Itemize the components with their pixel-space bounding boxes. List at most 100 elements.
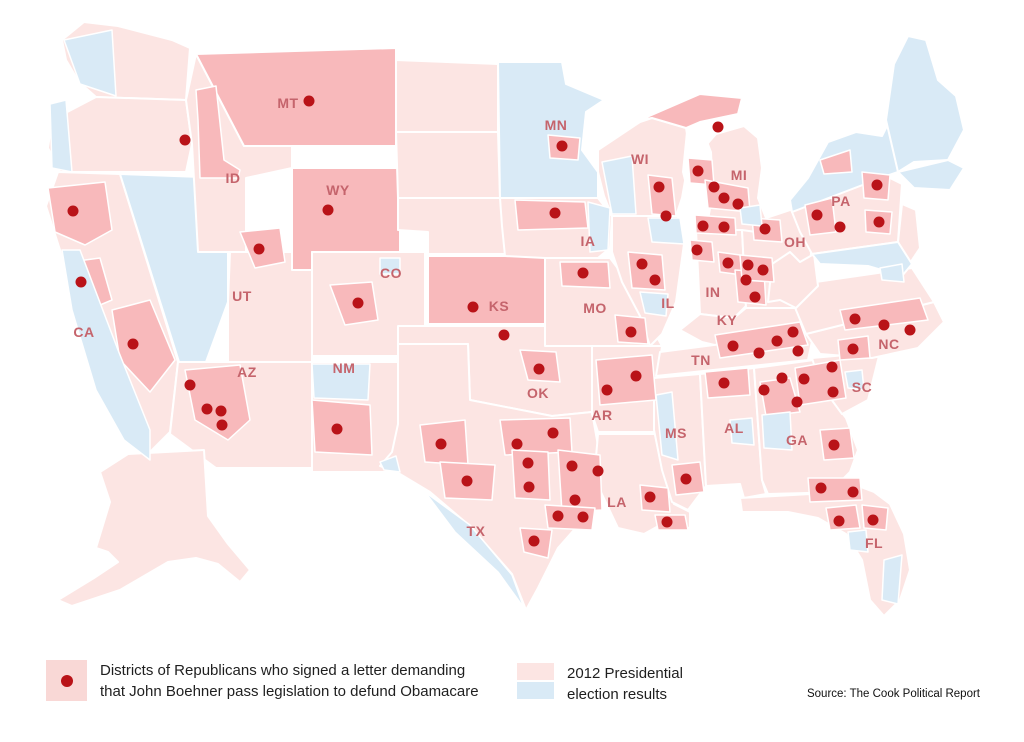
state-label-ks: KS xyxy=(489,298,509,314)
state-label-fl: FL xyxy=(865,535,883,551)
source-credit: Source: The Cook Political Report xyxy=(806,688,980,700)
state-label-ar: AR xyxy=(591,407,612,423)
district-dot-icon xyxy=(60,674,73,687)
district-dot xyxy=(644,491,656,503)
district-dot xyxy=(549,207,561,219)
district-dot xyxy=(523,481,535,493)
district-dot xyxy=(776,372,788,384)
district-dot xyxy=(771,335,783,347)
legend-results-text: 2012 Presidential election results xyxy=(567,663,683,705)
state-label-ms: MS xyxy=(665,425,687,441)
state-label-wi: WI xyxy=(631,151,649,167)
state-label-mi: MI xyxy=(731,167,748,183)
state-label-in: IN xyxy=(706,284,721,300)
state-label-wy: WY xyxy=(326,182,350,198)
district-dot xyxy=(740,274,752,286)
district-dot xyxy=(184,379,196,391)
state-label-ca: CA xyxy=(73,324,94,340)
legend-district-swatch xyxy=(46,660,87,701)
district-dot xyxy=(303,95,315,107)
state-label-mn: MN xyxy=(545,117,568,133)
district-dot xyxy=(547,427,559,439)
district-dot xyxy=(577,511,589,523)
state-label-co: CO xyxy=(380,265,402,281)
district-dot xyxy=(811,209,823,221)
district-dot xyxy=(712,121,724,133)
district-dot xyxy=(556,140,568,152)
district-dot xyxy=(625,326,637,338)
district-dot xyxy=(577,267,589,279)
district-dot xyxy=(435,438,447,450)
choropleth-map-svg: MT ID WY UT CA AZ NM CO KS OK TX MN WI IA MO IL IN MI OH KY… xyxy=(45,21,965,617)
state-label-az: AZ xyxy=(237,364,257,380)
state-label-mt: MT xyxy=(277,95,298,111)
legend-results-line2: election results xyxy=(567,686,668,703)
district-dot xyxy=(566,460,578,472)
district-dot xyxy=(749,291,761,303)
state-label-ut: UT xyxy=(232,288,252,304)
district-dot xyxy=(727,340,739,352)
district-dot xyxy=(322,204,334,216)
district-dot xyxy=(533,363,545,375)
state-label-nc: NC xyxy=(878,336,899,352)
legend-signers-text: Districts of Republicans who signed a le… xyxy=(100,660,479,702)
district-dot xyxy=(753,347,765,359)
district-dot xyxy=(828,439,840,451)
district-dot xyxy=(215,405,227,417)
district-dot xyxy=(511,438,523,450)
state-label-ky: KY xyxy=(717,312,738,328)
district-dot xyxy=(75,276,87,288)
district-dot xyxy=(758,384,770,396)
district-dot xyxy=(592,465,604,477)
district-dot xyxy=(697,220,709,232)
district-dot xyxy=(680,473,692,485)
district-dot xyxy=(661,516,673,528)
district-dot xyxy=(528,535,540,547)
district-dot xyxy=(718,221,730,233)
district-dot xyxy=(871,179,883,191)
district-dot xyxy=(630,370,642,382)
state-labels: MT ID WY UT CA AZ NM CO KS OK TX MN WI IA MO IL IN MI OH KY… xyxy=(73,95,899,551)
district-dot xyxy=(708,181,720,193)
district-dot xyxy=(601,384,613,396)
district-dot xyxy=(653,181,665,193)
democratic-swatch xyxy=(517,682,554,699)
state-label-tn: TN xyxy=(691,352,711,368)
district-dot xyxy=(127,338,139,350)
state-label-sc: SC xyxy=(852,379,872,395)
district-dot xyxy=(873,216,885,228)
district-dot xyxy=(904,324,916,336)
legend-results-line1: 2012 Presidential xyxy=(567,665,683,682)
state-label-mo: MO xyxy=(583,300,607,316)
district-dot xyxy=(718,377,730,389)
district-dot xyxy=(798,373,810,385)
district-dot xyxy=(201,403,213,415)
legend-signers: Districts of Republicans who signed a le… xyxy=(46,660,479,702)
district-dot xyxy=(878,319,890,331)
district-dot xyxy=(742,259,754,271)
signer-district-dots xyxy=(67,95,916,547)
district-dot xyxy=(67,205,79,217)
state-label-tx: TX xyxy=(467,523,486,539)
district-dot xyxy=(522,457,534,469)
district-dot xyxy=(331,423,343,435)
district-dot xyxy=(759,223,771,235)
district-dot xyxy=(636,258,648,270)
district-dot xyxy=(833,515,845,527)
state-label-nm: NM xyxy=(333,360,356,376)
district-dot xyxy=(827,386,839,398)
district-dot xyxy=(461,475,473,487)
state-label-ia: IA xyxy=(581,233,596,249)
district-dot xyxy=(732,198,744,210)
district-dot xyxy=(253,243,265,255)
district-dot xyxy=(692,165,704,177)
legend-election-results: 2012 Presidential election results xyxy=(517,663,683,705)
district-dot xyxy=(792,345,804,357)
district-dot xyxy=(649,274,661,286)
district-dot xyxy=(691,244,703,256)
state-label-id: ID xyxy=(226,170,241,186)
district-dot xyxy=(467,301,479,313)
district-dot xyxy=(867,514,879,526)
district-dot xyxy=(569,494,581,506)
district-dot xyxy=(787,326,799,338)
